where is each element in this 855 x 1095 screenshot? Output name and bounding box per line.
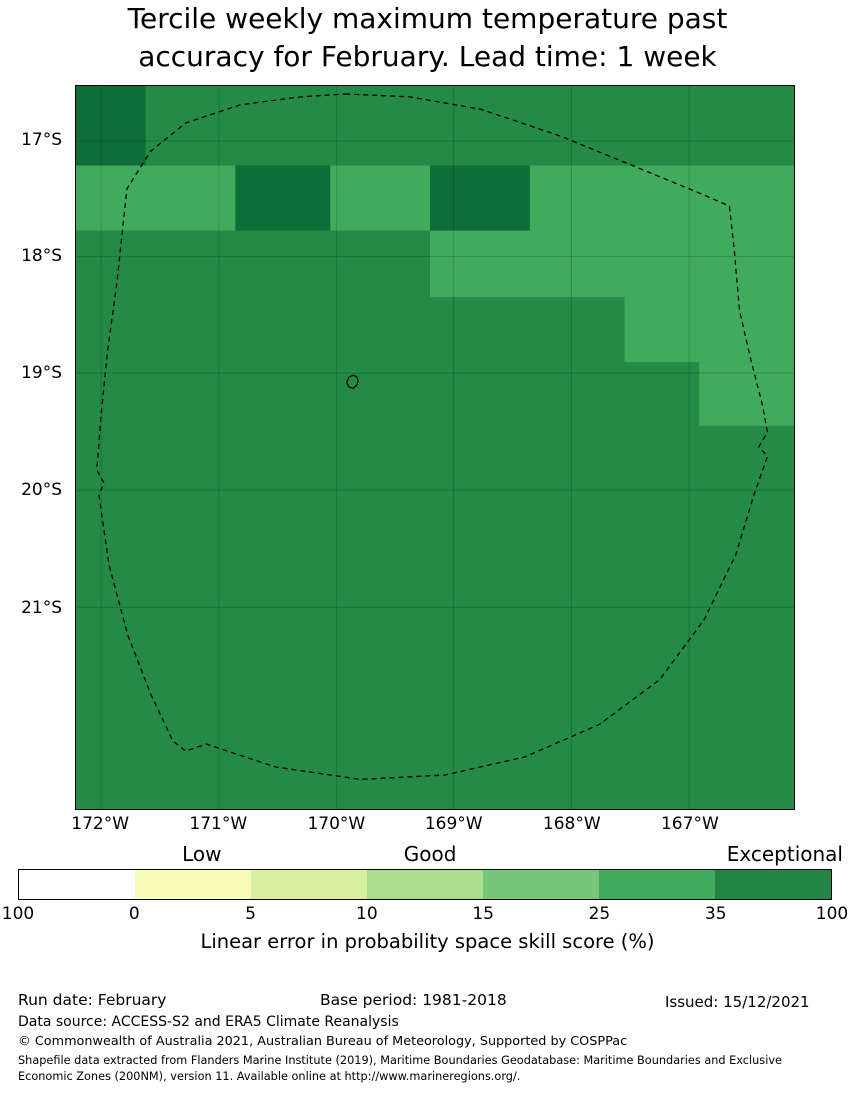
colorbar-caption: Linear error in probability space skill … (200, 930, 655, 953)
colorbar-segment (483, 870, 599, 899)
colorbar-segments (19, 870, 831, 899)
colorbar-segment (251, 870, 367, 899)
issued-date-text: Issued: 15/12/2021 (665, 993, 810, 1011)
y-tick-label: 17°S (21, 130, 62, 151)
y-tick-label: 19°S (21, 362, 62, 383)
skill-region-very-high (235, 165, 331, 231)
skill-region-mid (429, 230, 794, 298)
shapefile-attribution-text: Shapefile data extracted from Flanders M… (18, 1054, 782, 1084)
colorbar-tick-label: 15 (472, 904, 494, 924)
colorbar-tick-label: 25 (588, 904, 611, 924)
x-tick-label: 168°W (542, 814, 601, 834)
skill-region-mid (529, 165, 794, 231)
y-axis: 17°S 18°S 19°S 20°S 21°S (0, 85, 70, 810)
quality-label-good: Good (403, 842, 457, 866)
x-axis: 172°W 171°W 170°W 169°W 168°W 167°W (71, 814, 795, 838)
colorbar (18, 869, 832, 900)
map-plot (75, 85, 795, 810)
x-tick-label: 167°W (660, 814, 719, 834)
colorbar-tick-label: 100 (1, 904, 35, 924)
colorbar-tick-label: 0 (128, 904, 140, 924)
skill-region-mid (699, 362, 794, 426)
colorbar-segment (135, 870, 251, 899)
quality-label-exceptional: Exceptional (726, 842, 843, 866)
copyright-text: © Commonwealth of Australia 2021, Austra… (18, 1034, 628, 1049)
figure-title-line2: accuracy for February. Lead time: 1 week (138, 40, 717, 73)
colorbar-tick-labels: 100 0 5 10 15 25 35 100 (2, 904, 848, 926)
map-canvas (76, 86, 794, 809)
y-tick-label: 21°S (21, 597, 62, 618)
colorbar-tick-label: 10 (356, 904, 378, 924)
colorbar-quality-labels: Low Good Exceptional (0, 842, 855, 868)
y-tick-label: 18°S (21, 246, 62, 267)
skill-region-very-high (429, 165, 530, 231)
x-tick-label: 172°W (71, 814, 130, 834)
base-period-text: Base period: 1981-2018 (320, 991, 507, 1009)
y-tick-label: 20°S (21, 480, 62, 501)
colorbar-segment (715, 870, 831, 899)
eez-boundary (96, 93, 769, 781)
skill-region-mid (76, 165, 236, 231)
run-date-text: Run date: February (18, 991, 167, 1009)
skill-region-mid (330, 165, 430, 231)
colorbar-segment (599, 870, 715, 899)
colorbar-tick-label: 35 (704, 904, 727, 924)
data-source-text: Data source: ACCESS-S2 and ERA5 Climate … (18, 1014, 399, 1030)
colorbar-segment (19, 870, 135, 899)
x-tick-label: 170°W (307, 814, 366, 834)
x-tick-label: 171°W (189, 814, 248, 834)
figure-title: Tercile weekly maximum temperature past … (0, 0, 855, 76)
island-outline (346, 374, 359, 389)
colorbar-tick-label: 100 (815, 904, 849, 924)
colorbar-tick-label: 5 (245, 904, 256, 924)
quality-label-low: Low (182, 842, 222, 866)
skill-region-mid (624, 297, 794, 363)
figure-title-line1: Tercile weekly maximum temperature past (127, 2, 728, 35)
skill-region-very-high (76, 86, 146, 166)
x-tick-label: 169°W (424, 814, 483, 834)
colorbar-segment (367, 870, 483, 899)
